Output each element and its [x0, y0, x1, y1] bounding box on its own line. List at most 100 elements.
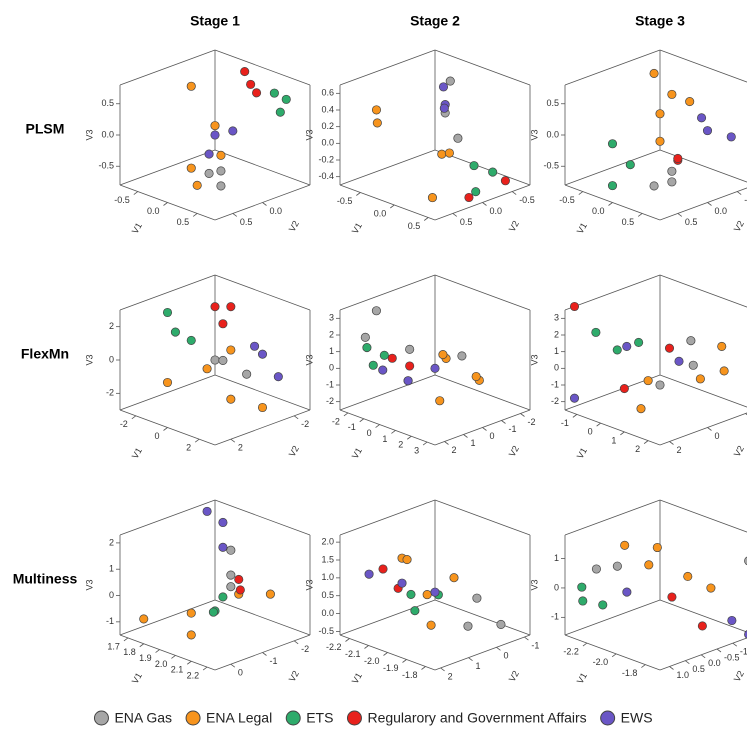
y-tick — [463, 434, 468, 438]
y-tick — [669, 666, 674, 670]
y-tick — [685, 660, 690, 664]
x-tick-label: 2 — [635, 444, 640, 454]
point — [208, 607, 218, 617]
box-edge — [119, 499, 216, 536]
z-axis-label: V3 — [529, 129, 539, 140]
x-tick — [391, 430, 396, 434]
box-edge — [339, 374, 436, 411]
y-tick-label: 0 — [238, 668, 243, 678]
x-tick — [582, 642, 588, 647]
point — [210, 302, 220, 312]
point — [186, 335, 196, 345]
point — [226, 394, 236, 404]
x-tick — [643, 440, 649, 444]
z-tick-label: 0 — [109, 354, 114, 364]
z-tick-label: 2 — [109, 321, 114, 331]
point — [619, 383, 629, 394]
z-tick-label: 0.4 — [321, 104, 334, 114]
point — [257, 402, 268, 413]
x-tick — [641, 664, 646, 668]
z-tick-label: -0.4 — [318, 171, 334, 181]
box-edge — [214, 599, 311, 636]
z-axis-label: V3 — [84, 579, 94, 590]
point — [437, 149, 447, 159]
point — [216, 181, 226, 191]
x-tick-label: 1.8 — [123, 647, 136, 657]
x-tick — [364, 645, 369, 649]
column-title: Stage 3 — [635, 13, 685, 29]
z-tick-label: -1 — [326, 379, 334, 389]
box-edge — [659, 412, 747, 446]
y-tick — [520, 413, 525, 417]
y-tick-label: 0.0 — [715, 206, 728, 216]
x-tick — [131, 415, 137, 420]
x-tick-label: 3 — [414, 445, 419, 455]
z-tick-label: 0.0 — [321, 138, 334, 148]
point — [471, 187, 481, 197]
point — [218, 517, 228, 528]
z-tick-label: 0.0 — [546, 129, 559, 139]
y-tick-label: 1 — [476, 661, 481, 671]
box-edge — [339, 499, 436, 536]
point — [438, 82, 449, 92]
point — [612, 345, 622, 355]
point — [667, 89, 677, 99]
y-tick-label: -0.5 — [724, 652, 740, 662]
point — [281, 94, 291, 104]
x-tick — [359, 418, 364, 423]
y-tick-label: 1.0 — [677, 670, 690, 680]
box-edge — [564, 274, 661, 311]
y-tick — [482, 427, 487, 431]
z-tick-label: 0.5 — [101, 98, 114, 108]
point — [622, 341, 632, 351]
box-edge — [564, 409, 661, 446]
x-tick — [620, 431, 625, 436]
point — [667, 166, 677, 176]
x-tick-label: -2 — [332, 416, 340, 426]
z-tick-label: 2 — [329, 329, 334, 339]
y-axis-label: V2 — [732, 219, 746, 234]
box-edge — [119, 49, 216, 86]
point — [364, 569, 374, 579]
point — [612, 561, 622, 571]
point — [673, 153, 683, 163]
y-tick — [524, 636, 529, 641]
point — [378, 365, 388, 375]
x-tick-label: -1 — [561, 418, 569, 428]
point — [403, 376, 413, 386]
point — [500, 176, 510, 186]
legend-label: Regularory and Government Affairs — [367, 710, 586, 726]
x-tick — [611, 653, 617, 658]
point — [269, 88, 279, 98]
point — [607, 139, 618, 149]
point — [643, 376, 653, 386]
point — [186, 630, 196, 640]
point — [202, 506, 212, 516]
box-edge — [434, 499, 531, 536]
point — [192, 180, 202, 190]
y-tick-label: -1.0 — [740, 647, 747, 657]
y-tick-label: -1 — [531, 640, 539, 650]
x-tick-label: 0.5 — [408, 221, 421, 231]
point — [405, 361, 415, 371]
z-tick-label: -2 — [326, 396, 334, 406]
point — [445, 76, 455, 86]
point — [439, 103, 449, 113]
y-tick — [262, 652, 267, 656]
point — [686, 336, 696, 346]
z-tick-label: 0 — [109, 590, 114, 600]
box-edge — [434, 374, 531, 411]
box-edge — [339, 49, 436, 86]
point — [265, 589, 275, 599]
x-tick — [192, 213, 198, 217]
point — [202, 364, 212, 374]
z-tick-label: -1 — [551, 612, 559, 622]
point — [226, 570, 236, 580]
point — [649, 68, 659, 78]
y-axis-label: V2 — [287, 219, 301, 234]
z-tick-label: -2 — [551, 396, 559, 406]
y-tick — [452, 213, 458, 217]
z-tick-label: 1.0 — [321, 572, 334, 582]
point — [674, 356, 684, 366]
